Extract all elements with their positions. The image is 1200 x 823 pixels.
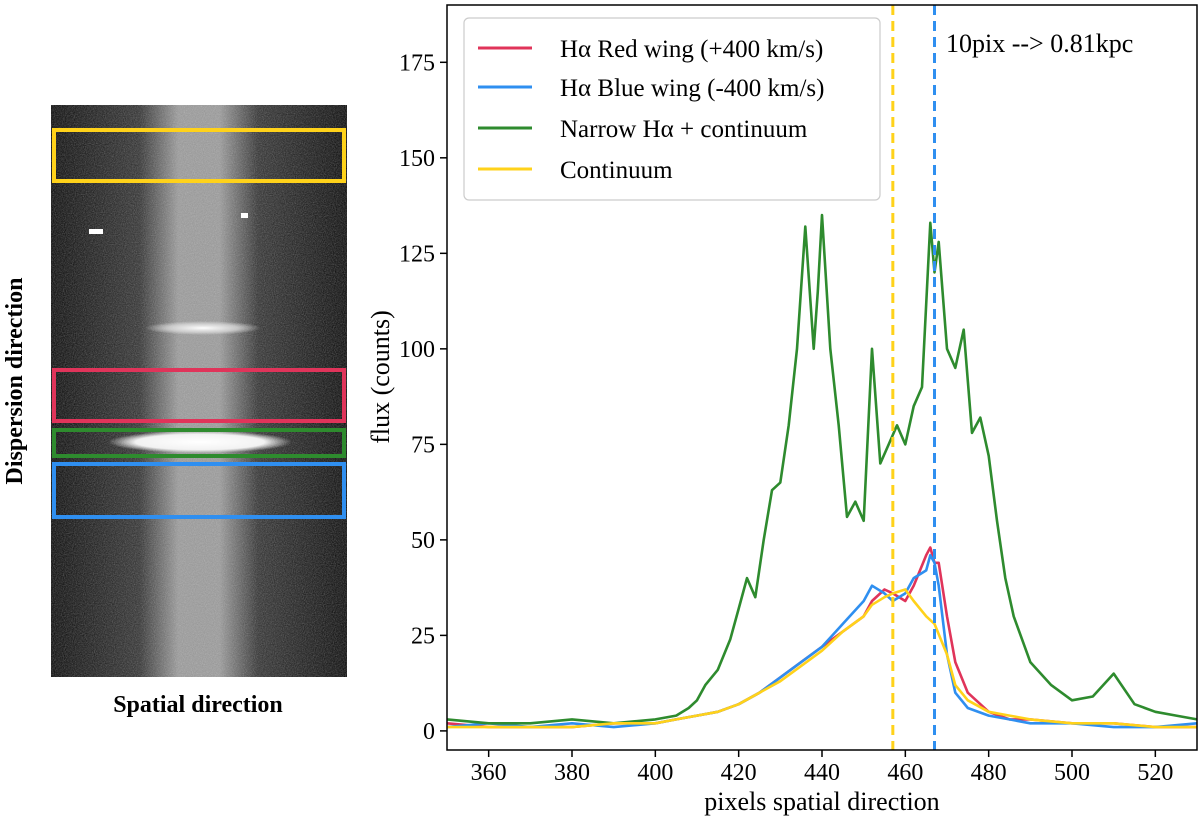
x-axis-label: pixels spatial direction: [704, 787, 939, 816]
spectrum-panel: Spatial direction Dispersion direction: [2, 105, 347, 718]
image-noise: [51, 105, 347, 677]
dispersion-direction-label: Dispersion direction: [2, 278, 28, 485]
red-wing-box: [52, 368, 346, 423]
flux-plot: 360 380 400 420 440 460 480 500 520 0 25 50 75 100 125…: [366, 4, 1198, 816]
legend-label-blue-wing: Hα Blue wing (-400 km/s): [560, 75, 824, 102]
y-tick-label: 100: [399, 337, 435, 363]
emission-line-main: [108, 431, 292, 453]
y-tick-label: 125: [399, 241, 435, 267]
y-tick-label: 150: [399, 146, 435, 172]
narrow-halpha-box: [52, 428, 346, 458]
x-tick-label: 460: [887, 760, 923, 786]
y-axis-label: flux (counts): [366, 310, 395, 444]
series-line: [446, 213, 1198, 725]
x-tick-label: 440: [804, 760, 840, 786]
y-tick-label: 50: [411, 528, 435, 554]
series-line: [446, 553, 1198, 729]
spatial-direction-label: Spatial direction: [113, 692, 283, 718]
cosmic-ray: [89, 229, 103, 234]
y-tick-label: 0: [423, 719, 435, 745]
y-tick-label: 75: [411, 432, 435, 458]
legend-label-red-wing: Hα Red wing (+400 km/s): [560, 36, 823, 63]
x-tick-label: 380: [554, 760, 590, 786]
legend: Hα Red wing (+400 km/s) Hα Blue wing (-4…: [463, 17, 881, 201]
y-tick-label: 175: [399, 50, 435, 76]
cosmic-ray: [241, 213, 248, 218]
x-tick-label: 400: [637, 760, 673, 786]
series-line: [447, 588, 1197, 729]
x-tick-label: 480: [971, 760, 1007, 786]
legend-frame: [463, 17, 881, 201]
series-line: [446, 546, 1197, 729]
x-tick-label: 420: [721, 760, 757, 786]
blue-wing-box: [52, 462, 346, 519]
scale-annotation: 10pix --> 0.81kpc: [946, 29, 1133, 58]
x-tick-label: 500: [1054, 760, 1090, 786]
emission-line-upper: [145, 321, 261, 335]
continuum-box: [52, 128, 346, 183]
plot-content: 360 380 400 420 440 460 480 500 520 0 25 50 75 100 125…: [399, 5, 1198, 786]
x-tick-label: 520: [1137, 760, 1173, 786]
legend-label-narrow: Narrow Hα + continuum: [560, 116, 808, 143]
plot-frame: [446, 4, 1198, 751]
legend-label-continuum: Continuum: [560, 157, 673, 184]
x-tick-label: 360: [471, 760, 507, 786]
y-tick-label: 25: [411, 623, 435, 649]
